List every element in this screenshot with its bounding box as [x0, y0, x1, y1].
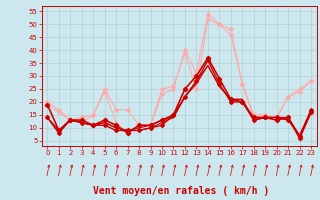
Text: Vent moyen/en rafales ( km/h ): Vent moyen/en rafales ( km/h ) — [93, 186, 269, 196]
